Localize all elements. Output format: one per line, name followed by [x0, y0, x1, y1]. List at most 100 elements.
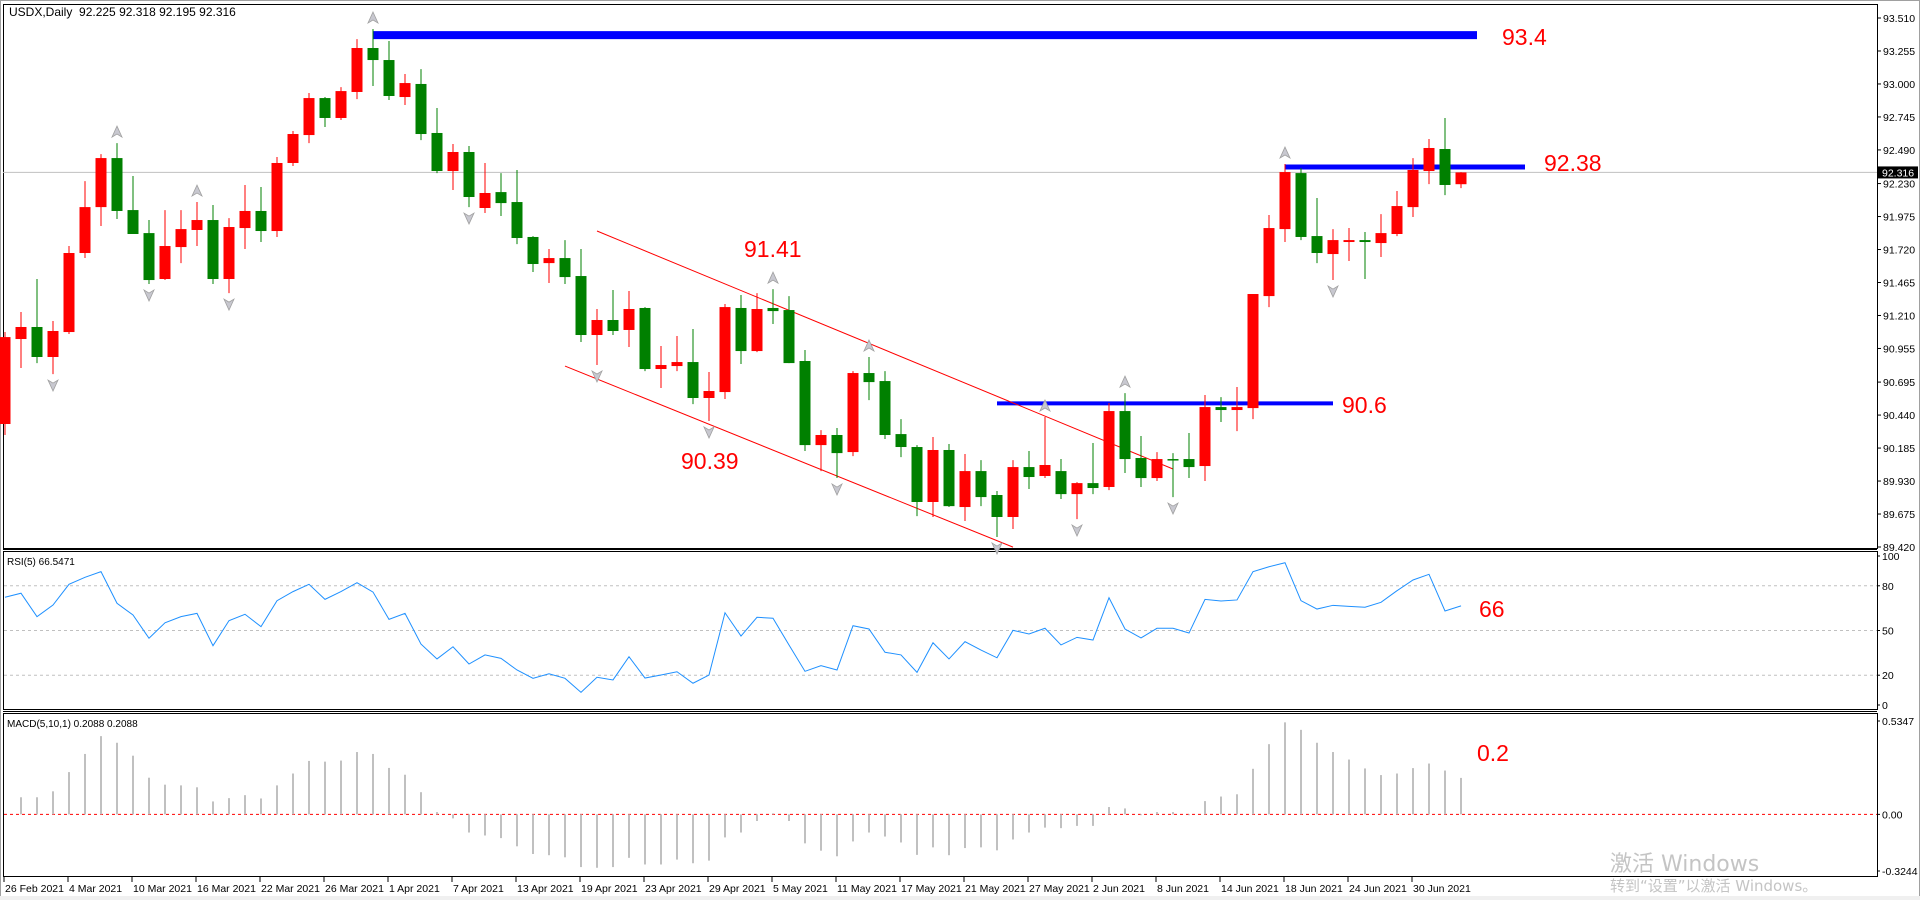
macd-histogram-bar — [948, 814, 950, 856]
candle-body — [1103, 411, 1115, 487]
date-tick-label: 5 May 2021 — [773, 883, 828, 895]
candle-body — [959, 471, 971, 508]
price-tick-label: 89.675 — [1883, 509, 1915, 521]
candle-body — [847, 373, 859, 453]
candle-body — [1071, 483, 1083, 495]
candle-body — [255, 210, 267, 232]
macd-histogram-bar — [500, 814, 502, 839]
candle — [303, 93, 315, 144]
channel-trendline — [564, 365, 1014, 548]
candle-body — [79, 207, 91, 254]
candle-body — [1023, 467, 1035, 478]
fractal-down-arrow-icon — [831, 483, 843, 497]
price-tick-label: 91.975 — [1883, 212, 1915, 224]
macd-histogram-bar — [1172, 812, 1174, 815]
annotation-90-6: 90.6 — [1342, 392, 1387, 418]
candle-body — [239, 210, 251, 229]
candle — [959, 454, 971, 522]
date-tick-label: 7 Apr 2021 — [453, 883, 504, 895]
annotation-91-41: 91.41 — [744, 236, 802, 262]
candle-body — [415, 83, 427, 135]
date-tick-label: 1 Apr 2021 — [389, 883, 440, 895]
candle — [911, 445, 923, 517]
candle — [79, 181, 91, 259]
candle-body — [719, 307, 731, 393]
candle — [15, 311, 27, 368]
price-tick-label: 90.185 — [1883, 443, 1915, 455]
candle — [1103, 403, 1115, 491]
macd-histogram-bar — [484, 814, 486, 836]
macd-histogram-bar — [1140, 814, 1142, 816]
rsi-title: RSI(5) 66.5471 — [7, 557, 75, 568]
candle — [63, 246, 75, 334]
candle-body — [1055, 471, 1067, 495]
macd-histogram-bar — [420, 792, 422, 815]
candle-body — [975, 471, 987, 498]
candle-body — [927, 449, 939, 502]
candle-body — [383, 60, 395, 96]
candle-body — [223, 227, 235, 280]
macd-histogram-bar — [900, 814, 902, 843]
candle-body — [431, 132, 443, 172]
macd-histogram-bar — [820, 814, 822, 851]
candle — [95, 154, 107, 226]
date-tick-label: 14 Jun 2021 — [1221, 883, 1279, 895]
candle — [495, 173, 507, 217]
candle-body — [1359, 240, 1371, 243]
candle — [991, 490, 1003, 538]
candle — [623, 291, 635, 348]
candle — [431, 108, 443, 174]
candle — [1023, 451, 1035, 490]
macd-histogram-bar — [1204, 801, 1206, 815]
macd-histogram-bar — [276, 785, 278, 815]
candle-body — [1375, 233, 1387, 244]
candle — [463, 146, 475, 208]
candle — [703, 372, 715, 422]
fractal-down-arrow-icon — [463, 212, 475, 226]
candle — [367, 28, 379, 87]
candle — [1167, 453, 1179, 498]
fractal-up-arrow-icon — [1119, 375, 1131, 389]
candle-body — [1039, 464, 1051, 476]
macd-histogram-bar — [1236, 794, 1238, 815]
macd-histogram-bar — [692, 814, 694, 864]
macd-tick-label: -0.3244 — [1882, 866, 1918, 878]
candle — [655, 346, 667, 389]
candle — [799, 350, 811, 452]
fractal-up-arrow-icon — [367, 11, 379, 24]
candle-body — [687, 362, 699, 399]
macd-histogram-bar — [132, 755, 134, 815]
candle — [687, 329, 699, 405]
level-lines[interactable] — [373, 31, 1525, 548]
price-tick-label: 91.720 — [1883, 245, 1915, 257]
macd-histogram-bar — [388, 767, 390, 815]
macd-histogram-bar — [788, 814, 790, 821]
candle-body — [127, 210, 139, 234]
candle — [1407, 158, 1419, 218]
candle-body — [655, 365, 667, 370]
date-tick-label: 18 Jun 2021 — [1285, 883, 1343, 895]
candle-body — [31, 326, 43, 357]
macd-histogram-bar — [516, 814, 518, 847]
rsi-tick-label: 50 — [1882, 626, 1894, 638]
macd-histogram-bar — [244, 795, 246, 815]
candle — [191, 202, 203, 247]
macd-histogram-bar — [1348, 759, 1350, 815]
macd-title: MACD(5,10,1) 0.2088 0.2088 — [7, 719, 138, 730]
candle — [671, 336, 683, 372]
candle — [1151, 452, 1163, 482]
candle — [319, 97, 331, 128]
candle-body — [287, 134, 299, 163]
candle-body — [463, 151, 475, 198]
candle — [847, 371, 859, 457]
price-tick-label: 93.000 — [1883, 79, 1915, 91]
macd-histogram-bar — [1156, 812, 1158, 815]
candle-body — [783, 310, 795, 364]
price-tick-label: 92.490 — [1883, 145, 1915, 157]
candle — [127, 176, 139, 234]
candle-body — [367, 48, 379, 61]
candle-body — [495, 192, 507, 204]
candle-body — [1279, 172, 1291, 230]
macd-histogram-bar — [372, 753, 374, 815]
